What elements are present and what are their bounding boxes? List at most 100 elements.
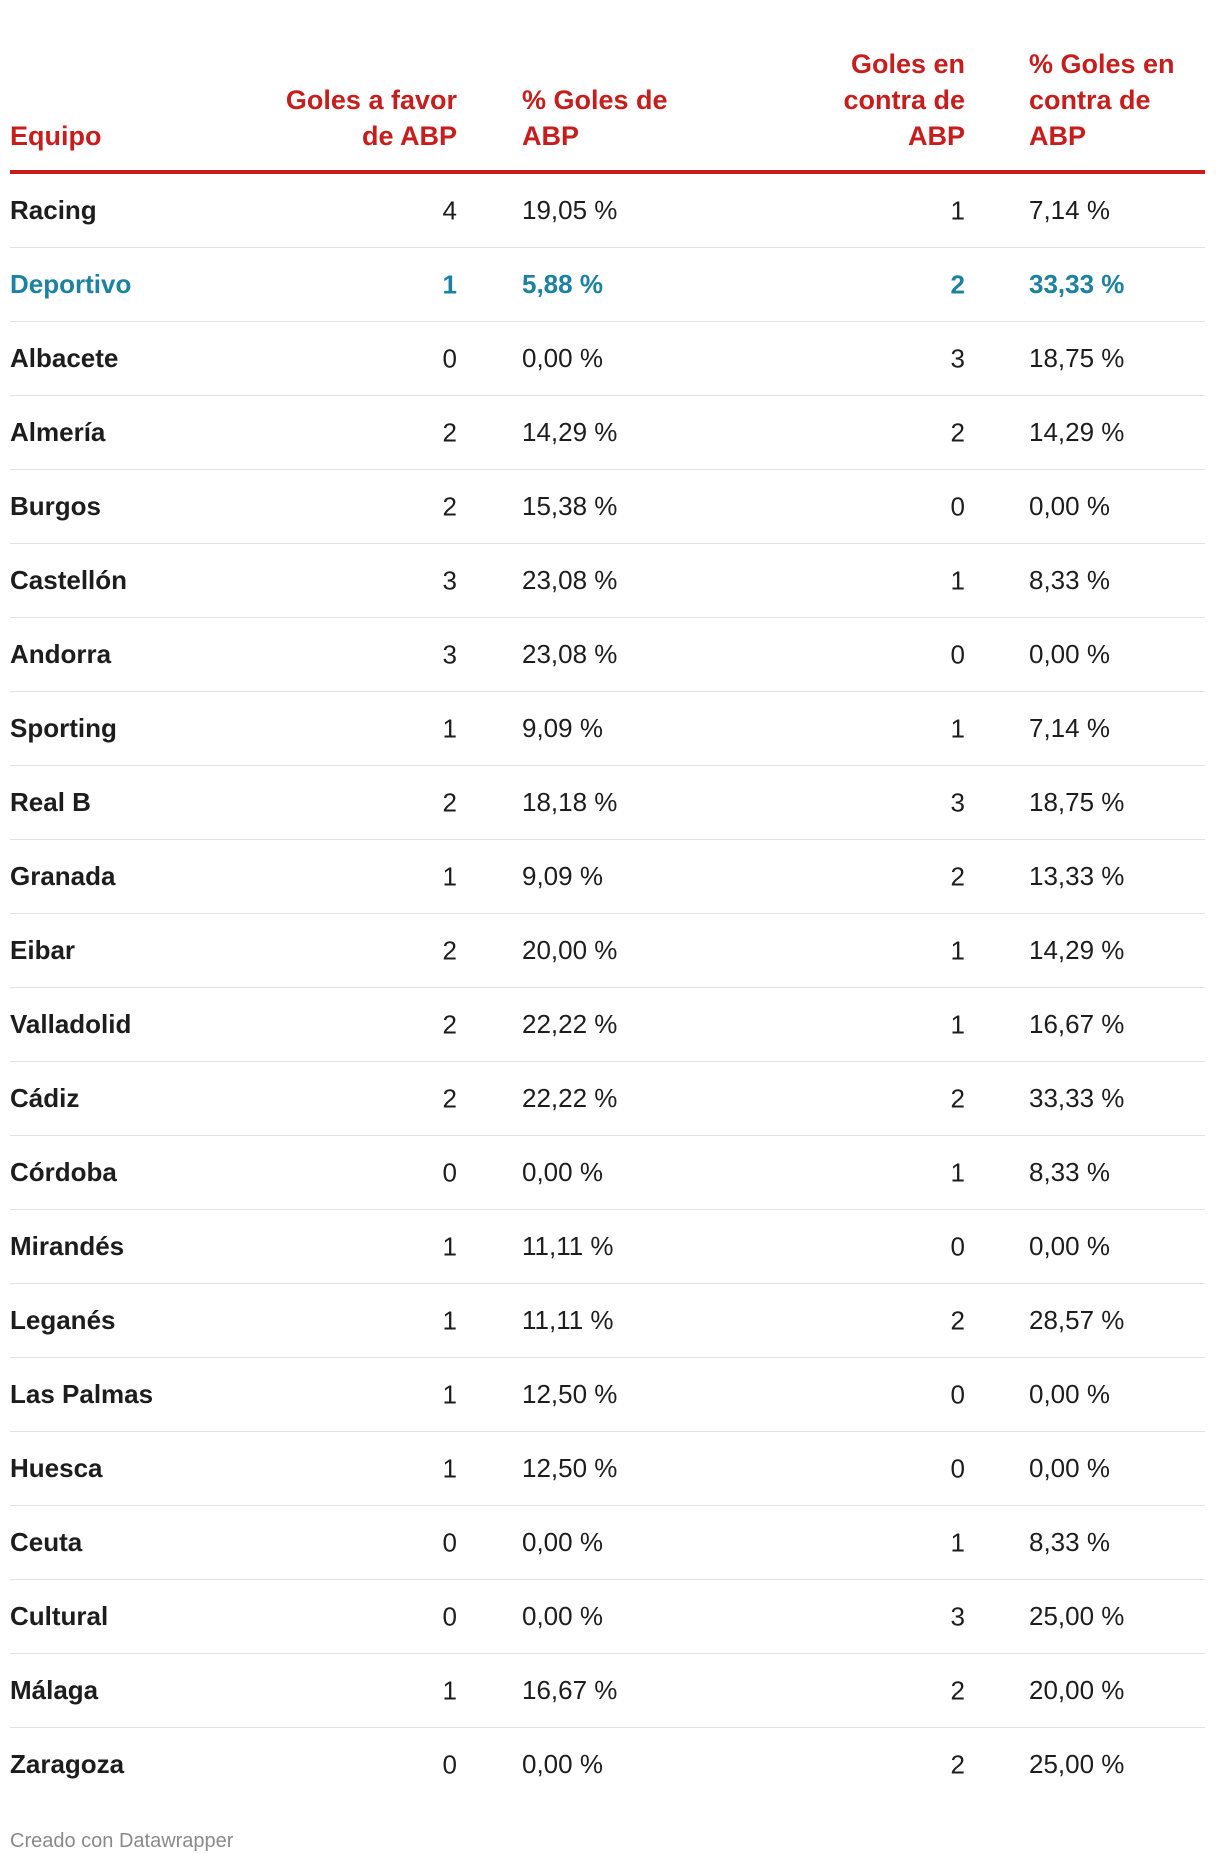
pct-cell: 19,05 % 1 [522,172,965,248]
pct-cell: 18,18 % 3 [522,765,965,840]
spacer-cell [457,172,522,248]
goles-favor: 1 [442,269,457,299]
pct-goles: 11,11 % [522,1231,614,1261]
goles-favor: 1 [442,1305,457,1335]
team-name: Huesca [10,1453,103,1483]
pct-goles-contra: 18,75 % [1029,765,1205,840]
spacer-cell [965,172,1029,248]
spacer-cell [965,1728,1029,1802]
team-name: Sporting [10,713,117,743]
spacer-cell [457,1283,522,1358]
pct-goles-contra: 14,29 % [1029,395,1205,470]
spacer-cell [965,765,1029,840]
spacer-cell [965,1357,1029,1432]
pct-goles: 20,00 % [522,935,618,965]
pct-goles: 12,50 % [522,1379,618,1409]
pct-goles-contra: 33,33 % [1029,247,1205,322]
spacer-cell [457,839,522,914]
header-pct-goles[interactable]: % Goles de ABP [522,85,668,151]
spacer-cell [457,987,522,1062]
goles-contra: 3 [950,787,965,817]
goles-favor: 2 [442,935,457,965]
team-cell: Córdoba 0 [10,1135,457,1210]
goles-contra: 1 [950,1527,965,1557]
pct-goles-contra: 8,33 % [1029,1505,1205,1580]
goles-favor: 4 [442,195,457,225]
team-name: Real B [10,787,91,817]
goles-favor: 0 [442,1157,457,1187]
spacer-cell [457,1653,522,1728]
spacer-cell [965,247,1029,322]
goles-favor: 2 [442,417,457,447]
header-goles-contra[interactable]: Goles en contra de ABP [843,49,965,151]
pct-goles: 12,50 % [522,1453,618,1483]
table-row: Zaragoza 0 0,00 % 2 25,00 % [10,1728,1205,1802]
goles-contra: 1 [950,1009,965,1039]
table-row: Almería 2 14,29 % 2 14,29 % [10,395,1205,470]
spacer-cell [965,395,1029,470]
spacer-cell [457,1505,522,1580]
spacer-cell [457,395,522,470]
team-cell: Castellón 3 [10,543,457,618]
spacer-cell [965,469,1029,544]
goles-contra: 1 [950,1157,965,1187]
goles-contra: 3 [950,343,965,373]
spacer-cell [965,1135,1029,1210]
spacer-cell [965,543,1029,618]
spacer-cell [457,691,522,766]
team-name: Albacete [10,343,119,373]
team-name: Burgos [10,491,101,521]
team-name: Córdoba [10,1157,117,1187]
team-cell: Albacete 0 [10,321,457,396]
header-pct-goles-contra[interactable]: % Goles en contra de ABP [1029,0,1205,174]
spacer-cell [457,1209,522,1284]
pct-goles-contra: 14,29 % [1029,913,1205,988]
team-cell: Leganés 1 [10,1283,457,1358]
spacer-cell [457,1579,522,1654]
header-goles-favor[interactable]: Goles a favor de ABP [285,85,457,151]
pct-cell: 15,38 % 0 [522,469,965,544]
spacer-cell [457,765,522,840]
goles-favor: 1 [442,1675,457,1705]
pct-goles-contra: 25,00 % [1029,1579,1205,1654]
team-cell: Huesca 1 [10,1431,457,1506]
pct-goles: 11,11 % [522,1305,614,1335]
header-equipo[interactable]: Equipo [10,121,102,151]
spacer-cell [457,617,522,692]
goles-contra: 1 [950,935,965,965]
table-row: Andorra 3 23,08 % 0 0,00 % [10,617,1205,692]
team-cell: Real B 2 [10,765,457,840]
spacer-cell [457,469,522,544]
pct-goles: 9,09 % [522,713,603,743]
pct-cell: 11,11 % 2 [522,1283,965,1358]
pct-goles-contra: 20,00 % [1029,1653,1205,1728]
team-cell: Las Palmas 1 [10,1357,457,1432]
goles-contra: 0 [950,1231,965,1261]
team-name: Mirandés [10,1231,125,1261]
header-spacer [457,0,522,174]
goles-favor: 1 [442,713,457,743]
goles-favor: 3 [442,639,457,669]
pct-goles-contra: 8,33 % [1029,543,1205,618]
pct-goles: 22,22 % [522,1083,618,1113]
team-cell: Granada 1 [10,839,457,914]
team-cell: Sporting 1 [10,691,457,766]
team-cell: Racing 4 [10,172,457,248]
spacer-cell [457,1357,522,1432]
team-cell: Cádiz 2 [10,1061,457,1136]
header-row: Equipo Goles a favor de ABP % Goles de ABP… [10,0,1205,174]
pct-goles-contra: 28,57 % [1029,1283,1205,1358]
pct-goles: 0,00 % [522,343,603,373]
spacer-cell [457,1135,522,1210]
team-cell: Deportivo 1 [10,247,457,322]
pct-cell: 12,50 % 0 [522,1431,965,1506]
pct-goles: 15,38 % [522,491,618,521]
spacer-cell [965,617,1029,692]
table-row: Granada 1 9,09 % 2 13,33 % [10,839,1205,914]
goles-contra: 2 [950,417,965,447]
team-cell: Mirandés 1 [10,1209,457,1284]
goles-favor: 1 [442,1379,457,1409]
goles-contra: 2 [950,861,965,891]
team-name: Leganés [10,1305,116,1335]
team-name: Eibar [10,935,76,965]
